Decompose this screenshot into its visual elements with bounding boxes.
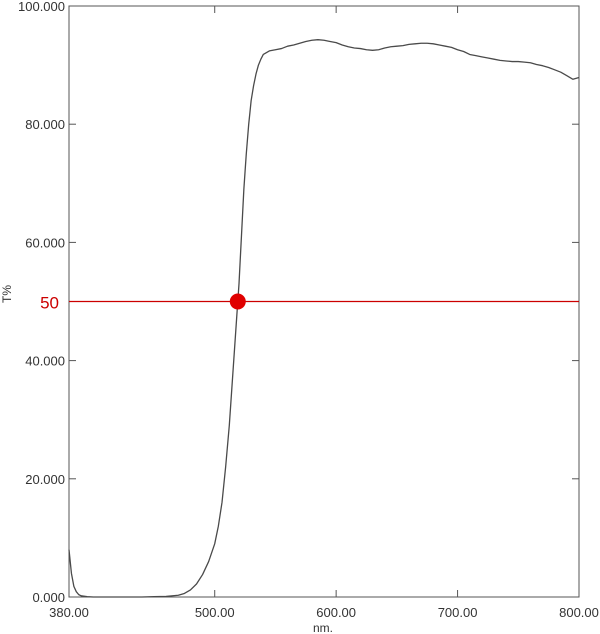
transmittance-curve	[68, 39, 580, 598]
x-tick-label: 600.00	[316, 605, 356, 620]
marker-point-50	[229, 293, 246, 310]
y-tick-label: 60.000	[25, 235, 65, 250]
x-tick-label: 800.00	[559, 605, 599, 620]
x-axis-label: nm.	[313, 621, 333, 634]
x-tick-label: 700.00	[438, 605, 478, 620]
x-tick-label: 380.00	[49, 605, 89, 620]
y-tick-label: 0.000	[32, 590, 65, 605]
y-tick-label: 40.000	[25, 354, 65, 369]
y-axis-label: T%	[0, 285, 14, 303]
reference-line-label: 50	[40, 294, 59, 313]
y-tick-label: 80.000	[25, 117, 65, 132]
y-tick-label: 100.000	[18, 0, 65, 14]
y-tick-label: 20.000	[25, 472, 65, 487]
x-tick-label: 500.00	[195, 605, 235, 620]
